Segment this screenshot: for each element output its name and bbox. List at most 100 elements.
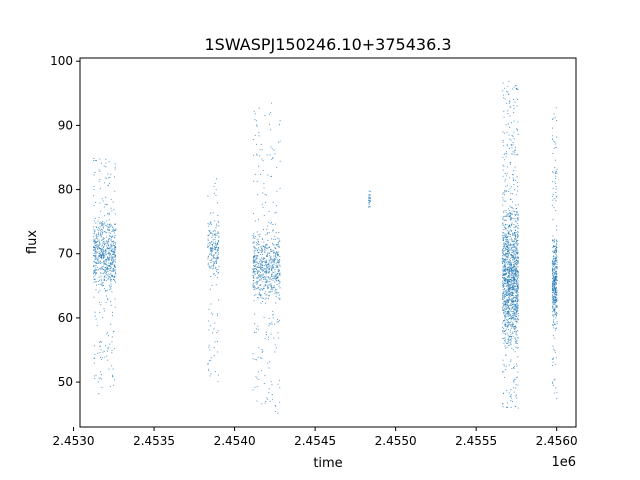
data-point — [509, 257, 511, 259]
data-point — [214, 241, 216, 243]
data-point — [513, 108, 515, 110]
data-point — [514, 312, 516, 314]
data-point — [266, 334, 268, 336]
data-point — [102, 268, 104, 270]
data-point — [262, 192, 264, 194]
data-point — [278, 297, 280, 299]
data-point — [99, 226, 101, 228]
data-point — [502, 217, 504, 219]
data-point — [211, 250, 213, 252]
data-point — [507, 110, 509, 112]
data-point — [97, 240, 99, 242]
data-point — [515, 282, 517, 284]
data-point — [253, 250, 255, 252]
data-point — [211, 249, 213, 251]
data-point — [271, 273, 273, 275]
data-point — [213, 233, 215, 235]
data-point — [504, 281, 506, 283]
data-point — [504, 265, 506, 267]
data-point — [512, 274, 514, 276]
data-point — [264, 402, 266, 404]
data-point — [553, 244, 555, 246]
data-point — [514, 211, 516, 213]
data-point — [264, 276, 266, 278]
data-point — [552, 345, 554, 347]
data-point — [101, 225, 103, 227]
data-point — [262, 273, 264, 275]
data-point — [510, 316, 512, 318]
data-point — [103, 308, 105, 310]
data-point — [514, 304, 516, 306]
y-tick-label: 50 — [58, 375, 73, 389]
data-point — [278, 246, 280, 248]
data-point — [267, 174, 269, 176]
data-point — [271, 259, 273, 261]
data-point — [502, 222, 504, 224]
data-point — [263, 382, 265, 384]
data-point — [108, 275, 110, 277]
data-point — [515, 194, 517, 196]
data-point — [514, 299, 516, 301]
data-point — [552, 290, 554, 292]
data-point — [278, 294, 280, 296]
data-point — [554, 293, 556, 295]
data-point — [515, 232, 517, 234]
data-point — [259, 233, 261, 235]
data-point — [515, 268, 517, 270]
data-point — [505, 341, 507, 343]
data-point — [207, 370, 209, 372]
data-point — [553, 207, 555, 209]
data-point — [505, 329, 507, 331]
data-point — [112, 374, 114, 376]
data-point — [553, 286, 555, 288]
data-point — [512, 250, 514, 251]
data-point — [260, 143, 262, 145]
data-point — [512, 135, 514, 137]
data-point — [110, 251, 112, 253]
data-point — [104, 250, 106, 252]
data-point — [502, 197, 504, 199]
data-point — [256, 281, 258, 283]
data-point — [504, 219, 506, 221]
data-point — [207, 258, 209, 260]
data-point — [555, 246, 557, 248]
data-point — [278, 274, 280, 276]
data-point — [509, 244, 511, 246]
data-point — [508, 284, 510, 286]
data-point — [113, 232, 115, 234]
data-point — [255, 376, 257, 378]
data-point — [93, 271, 95, 273]
data-point — [517, 356, 519, 358]
data-point — [504, 345, 506, 347]
data-point — [253, 180, 255, 182]
data-point — [266, 253, 268, 255]
data-point — [271, 394, 273, 396]
data-point — [504, 270, 506, 272]
data-point — [504, 232, 506, 234]
data-point — [99, 290, 101, 292]
data-point — [554, 258, 556, 260]
data-point — [507, 319, 509, 321]
data-point — [95, 201, 97, 203]
data-point — [505, 151, 507, 153]
data-point — [552, 382, 554, 384]
data-point — [516, 252, 518, 254]
data-point — [505, 255, 507, 257]
data-point — [514, 238, 516, 240]
data-point — [274, 251, 276, 253]
data-point — [267, 272, 269, 274]
data-point — [515, 251, 517, 253]
data-point — [259, 155, 261, 157]
data-point — [503, 110, 505, 112]
data-point — [211, 251, 213, 253]
data-point — [261, 248, 263, 250]
data-point — [508, 233, 510, 235]
data-point — [253, 286, 255, 288]
data-point — [265, 280, 267, 282]
data-point — [506, 406, 508, 408]
data-point — [517, 261, 519, 263]
data-point — [264, 285, 266, 287]
data-point — [507, 334, 509, 336]
data-point — [275, 264, 277, 266]
data-point — [217, 351, 219, 353]
